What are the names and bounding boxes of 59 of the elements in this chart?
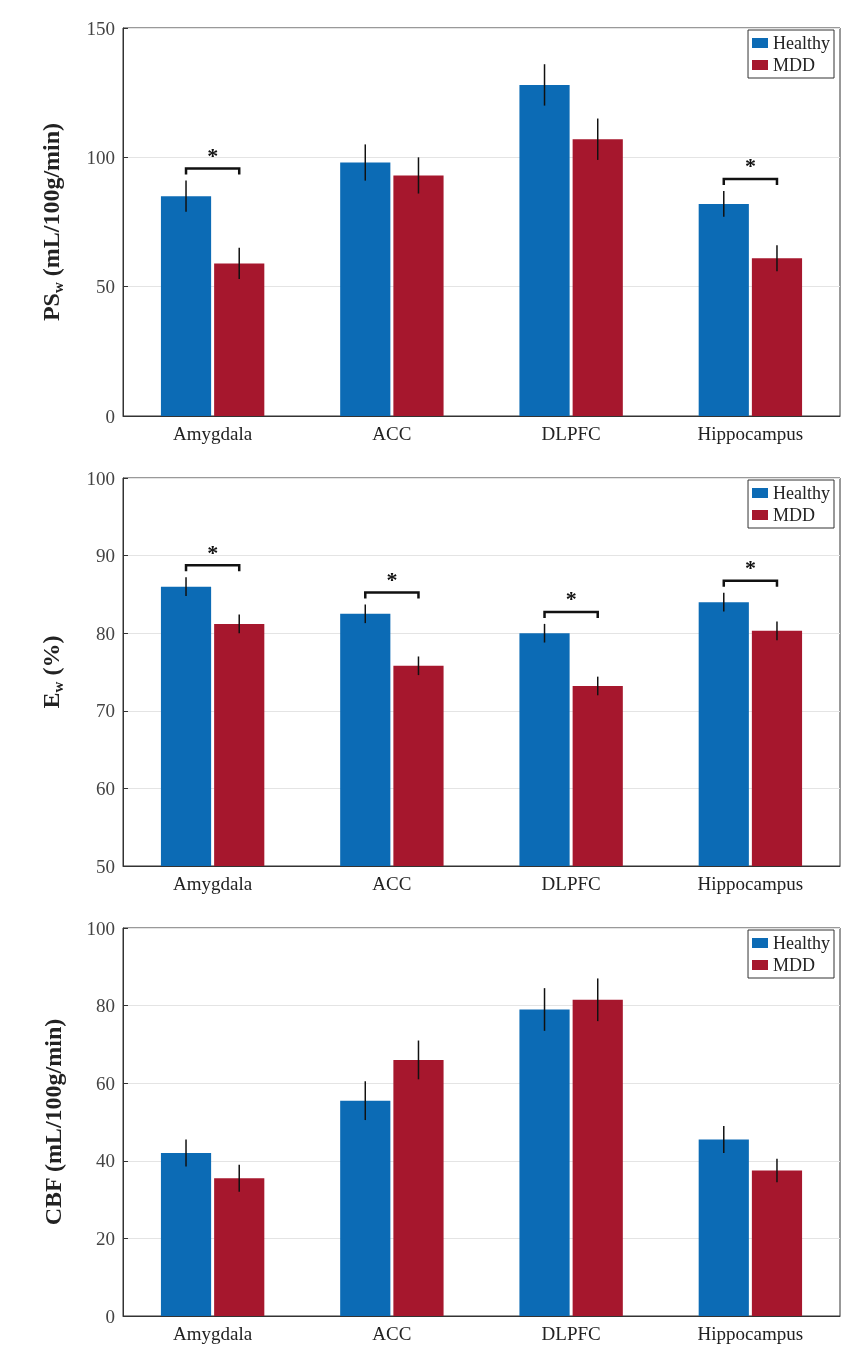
bar [214, 263, 265, 416]
x-tick-label: Amygdala [173, 1323, 253, 1344]
x-tick-label: Amygdala [173, 423, 253, 444]
bar [340, 162, 391, 416]
y-axis-title: CBF (mL/100g/min) [40, 1018, 66, 1226]
y-tick-label: 70 [96, 700, 115, 722]
legend-label: MDD [773, 505, 816, 525]
bar [698, 203, 749, 416]
bar [393, 1059, 444, 1316]
x-tick-label: Hippocampus [697, 423, 804, 444]
bar [340, 1100, 391, 1316]
x-tick-label: DLPFC [541, 423, 601, 444]
y-tick-label: 90 [96, 545, 115, 567]
y-tick-label: 60 [96, 777, 115, 799]
x-tick-label: Hippocampus [697, 873, 804, 894]
bar [519, 84, 570, 416]
bar [160, 1153, 212, 1316]
y-tick-label: 50 [96, 855, 115, 877]
annotation: * [207, 539, 219, 565]
y-tick-label: 80 [96, 995, 115, 1017]
y-tick-label: 150 [86, 17, 115, 39]
y-tick-label: 50 [96, 276, 115, 298]
x-tick-label: ACC [372, 873, 412, 894]
legend-label: Healthy [773, 933, 830, 953]
bar [751, 258, 803, 416]
annotation: * [744, 153, 756, 179]
bar [214, 1178, 265, 1316]
y-tick-label: 0 [105, 1305, 115, 1327]
legend-label: MDD [773, 955, 816, 975]
annotation: * [386, 566, 398, 592]
bar [572, 999, 623, 1316]
legend-label: Healthy [773, 33, 830, 53]
y-tick-label: 80 [96, 622, 115, 644]
y-tick-label: 0 [105, 405, 115, 427]
annotation: * [207, 143, 219, 169]
x-tick-label: DLPFC [541, 873, 601, 894]
y-tick-label: 100 [86, 917, 115, 939]
annotation: * [744, 555, 756, 581]
y-tick-label: 100 [86, 467, 115, 489]
legend-label: Healthy [773, 483, 830, 503]
bar [572, 139, 623, 416]
y-tick-label: 40 [96, 1150, 115, 1172]
x-tick-label: DLPFC [541, 1323, 601, 1344]
y-axis-title: Ew (%) [38, 635, 66, 709]
x-tick-label: ACC [372, 1323, 412, 1344]
x-tick-label: ACC [372, 423, 412, 444]
y-tick-label: 20 [96, 1227, 115, 1249]
x-tick-label: Hippocampus [697, 1323, 804, 1344]
bar [519, 1009, 570, 1316]
y-tick-label: 60 [96, 1072, 115, 1094]
y-axis-title: PSw (mL/100g/min) [38, 122, 66, 322]
legend-label: MDD [773, 55, 816, 75]
annotation: * [565, 586, 577, 612]
y-tick-label: 100 [86, 146, 115, 168]
bar [160, 196, 212, 416]
bar [698, 1139, 749, 1316]
bar [751, 1170, 803, 1316]
x-tick-label: Amygdala [173, 873, 253, 894]
bar [393, 175, 444, 416]
